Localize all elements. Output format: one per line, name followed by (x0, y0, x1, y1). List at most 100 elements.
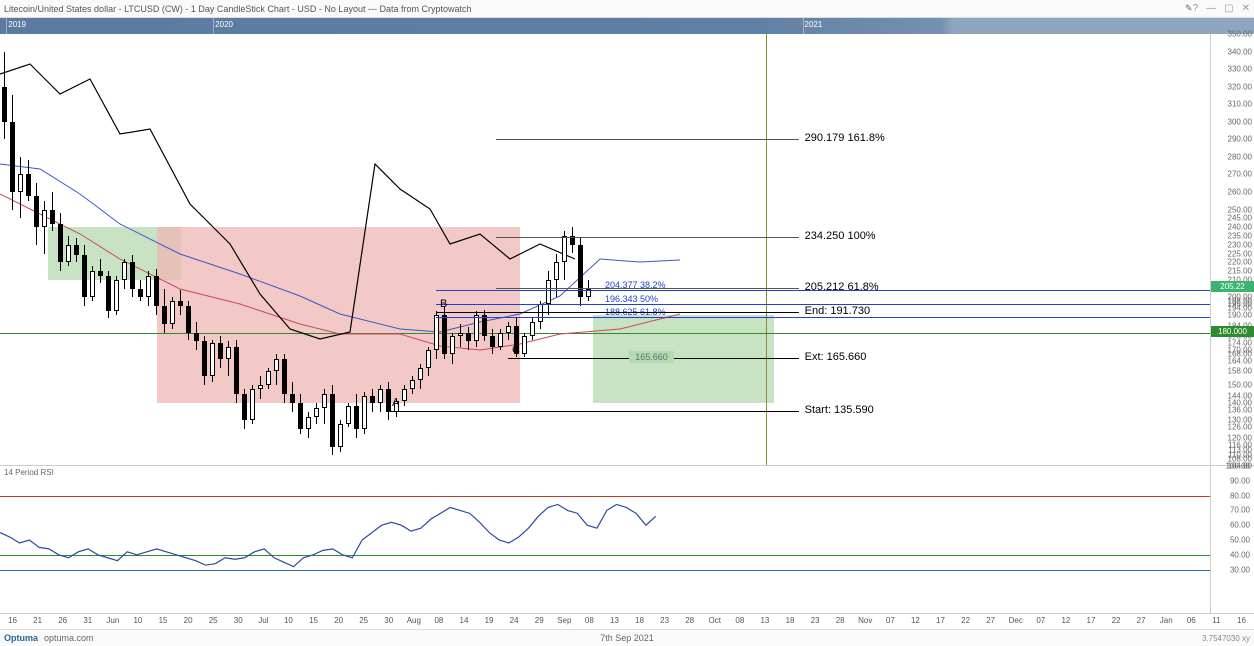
time-tick: 20 (334, 616, 343, 625)
price-tick: 225.00 (1228, 249, 1252, 258)
candle (10, 95, 15, 209)
time-tick: 25 (359, 616, 368, 625)
candle (322, 389, 327, 424)
footer-bar: Optuma optuma.com 7th Sep 2021 3.7547030… (0, 630, 1254, 646)
time-tick: Jan (1160, 616, 1173, 625)
candle (218, 336, 223, 368)
time-tick: Nov (858, 616, 872, 625)
candle (530, 318, 535, 339)
abc-point-C: C (512, 344, 520, 356)
rsi-tick: 80.00 (1230, 491, 1250, 500)
maximize-icon[interactable]: ▢ (1224, 3, 1233, 14)
abc-level-label: Ext: 165.660 (805, 351, 867, 363)
minimize-icon[interactable]: — (1206, 3, 1216, 14)
rsi-panel[interactable]: 14 Period RSI 100.0090.0080.0070.0060.00… (0, 466, 1254, 614)
rsi-title: 14 Period RSI (4, 468, 54, 477)
time-tick: 15 (309, 616, 318, 625)
price-tick: 280.00 (1228, 152, 1252, 161)
price-tick: 260.00 (1228, 188, 1252, 197)
candle (138, 280, 143, 301)
rsi-tick: 30.00 (1230, 565, 1250, 574)
footer-url: optuma.com (44, 633, 94, 643)
candle (90, 266, 95, 301)
time-tick: Dec (1009, 616, 1023, 625)
abc-level-label: End: 191.730 (805, 305, 870, 317)
time-tick: 07 (1036, 616, 1045, 625)
time-tick: 11 (1212, 616, 1220, 625)
price-tick: 350.00 (1228, 30, 1252, 39)
abc-point-B: B (440, 298, 447, 310)
fib-retrace-line (436, 290, 1210, 291)
fib-ext-label: 205.212 61.8% (805, 281, 879, 293)
time-tick: 14 (460, 616, 469, 625)
time-tick: 16 (8, 616, 17, 625)
candle (114, 276, 119, 315)
price-chart-area[interactable]: 290.179 161.8%234.250 100%205.212 61.8%2… (0, 34, 1210, 465)
optuma-logo: Optuma (4, 633, 38, 643)
chart-title: Litecoin/United States dollar - LTCUSD (… (4, 4, 1181, 14)
fib-retrace-label: 204.377 38.2% (605, 280, 666, 290)
time-tick: 10 (284, 616, 293, 625)
candle (154, 269, 159, 315)
footer-coords: 3.7547030 xy (1202, 634, 1250, 643)
candle (2, 52, 7, 140)
time-tick: 28 (836, 616, 845, 625)
candle (546, 271, 551, 315)
help-icon[interactable]: ? (1193, 3, 1199, 14)
candle (50, 192, 55, 231)
candle (178, 290, 183, 315)
time-tick: 30 (384, 616, 393, 625)
close-icon[interactable]: ✕ (1242, 3, 1250, 14)
time-tick: 19 (485, 616, 494, 625)
candle (362, 392, 367, 434)
candle (570, 227, 575, 253)
candle (538, 301, 543, 329)
time-tick: 13 (760, 616, 769, 625)
abc-point-A: A (392, 397, 399, 409)
candle (162, 289, 167, 333)
candle (226, 341, 231, 376)
candle (82, 245, 87, 306)
time-tick: 13 (610, 616, 619, 625)
rsi-line (0, 466, 1210, 614)
candle (146, 271, 151, 306)
time-tick: 18 (786, 616, 795, 625)
price-tick: 290.00 (1228, 135, 1252, 144)
candle (210, 340, 215, 382)
candle (66, 236, 71, 266)
ext-price-box: 165.660 (629, 351, 674, 363)
time-tick: 06 (1187, 616, 1196, 625)
candle (346, 403, 351, 428)
price-tick: 310.00 (1228, 100, 1252, 109)
candle (466, 327, 471, 350)
candle (410, 376, 415, 394)
fib-retrace-line (436, 317, 1210, 318)
candle (578, 238, 583, 306)
time-tick: 12 (1061, 616, 1070, 625)
time-tick: Oct (709, 616, 721, 625)
candle (402, 385, 407, 406)
candle (506, 322, 511, 340)
main-chart-panel[interactable]: 290.179 161.8%234.250 100%205.212 61.8%2… (0, 34, 1254, 466)
rsi-tick: 90.00 (1230, 476, 1250, 485)
price-tick: 158.00 (1228, 367, 1252, 376)
candle (418, 364, 423, 389)
candle (434, 311, 439, 358)
candle (18, 157, 23, 218)
footer-date: 7th Sep 2021 (600, 633, 654, 643)
fib-ext-label: 234.250 100% (805, 230, 876, 242)
candle (386, 382, 391, 421)
time-tick: 27 (986, 616, 995, 625)
candle (330, 385, 335, 455)
price-tick: 330.00 (1228, 65, 1252, 74)
rsi-chart-area[interactable] (0, 466, 1210, 613)
window-controls: ? — ▢ ✕ (1193, 3, 1250, 14)
candle (490, 329, 495, 354)
candle (554, 254, 559, 298)
edit-icon[interactable]: ✎ (1185, 3, 1193, 14)
overview-strip[interactable]: 201920202021 (0, 18, 1254, 34)
price-tick: 270.00 (1228, 170, 1252, 179)
candle (122, 259, 127, 289)
price-tick: 245.00 (1228, 214, 1252, 223)
candle (338, 420, 343, 452)
